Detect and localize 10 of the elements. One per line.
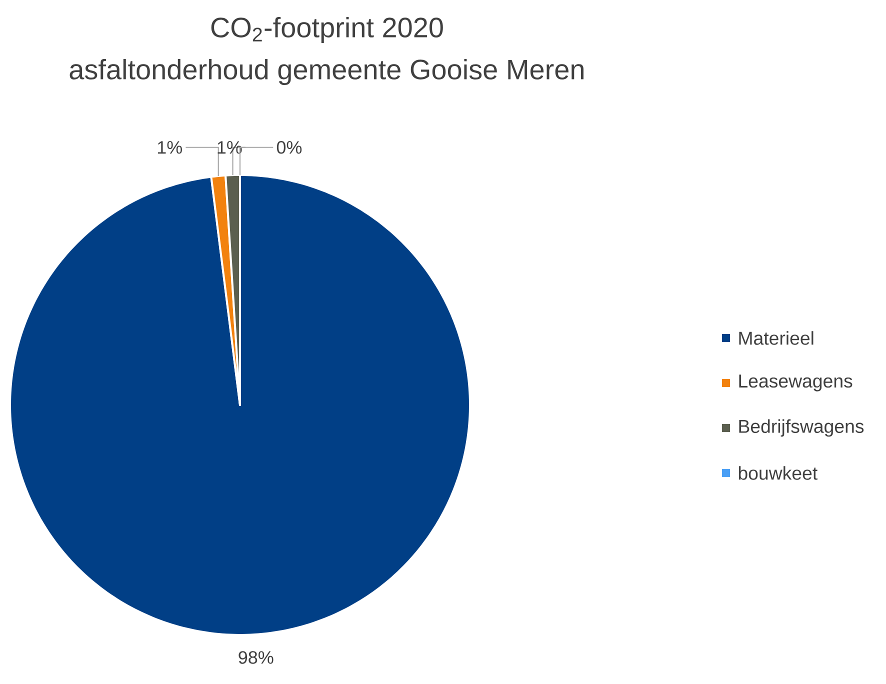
legend-label: bouwkeet [738,466,818,480]
legend-label: Leasewagens [739,374,852,392]
chart-title: CO$_{2}$-footprint 2020 [211,16,443,44]
legend-label: Bedrijfswagens [739,419,864,437]
data-label: 98% [238,651,274,664]
legend-label: Materieel [739,331,814,345]
data-label: 1% [158,141,182,154]
text: 0% [276,141,302,154]
data-label: 1% [218,141,242,154]
chart-subtitle: asfaltonderhoud gemeente Gooise Meren [70,58,584,86]
